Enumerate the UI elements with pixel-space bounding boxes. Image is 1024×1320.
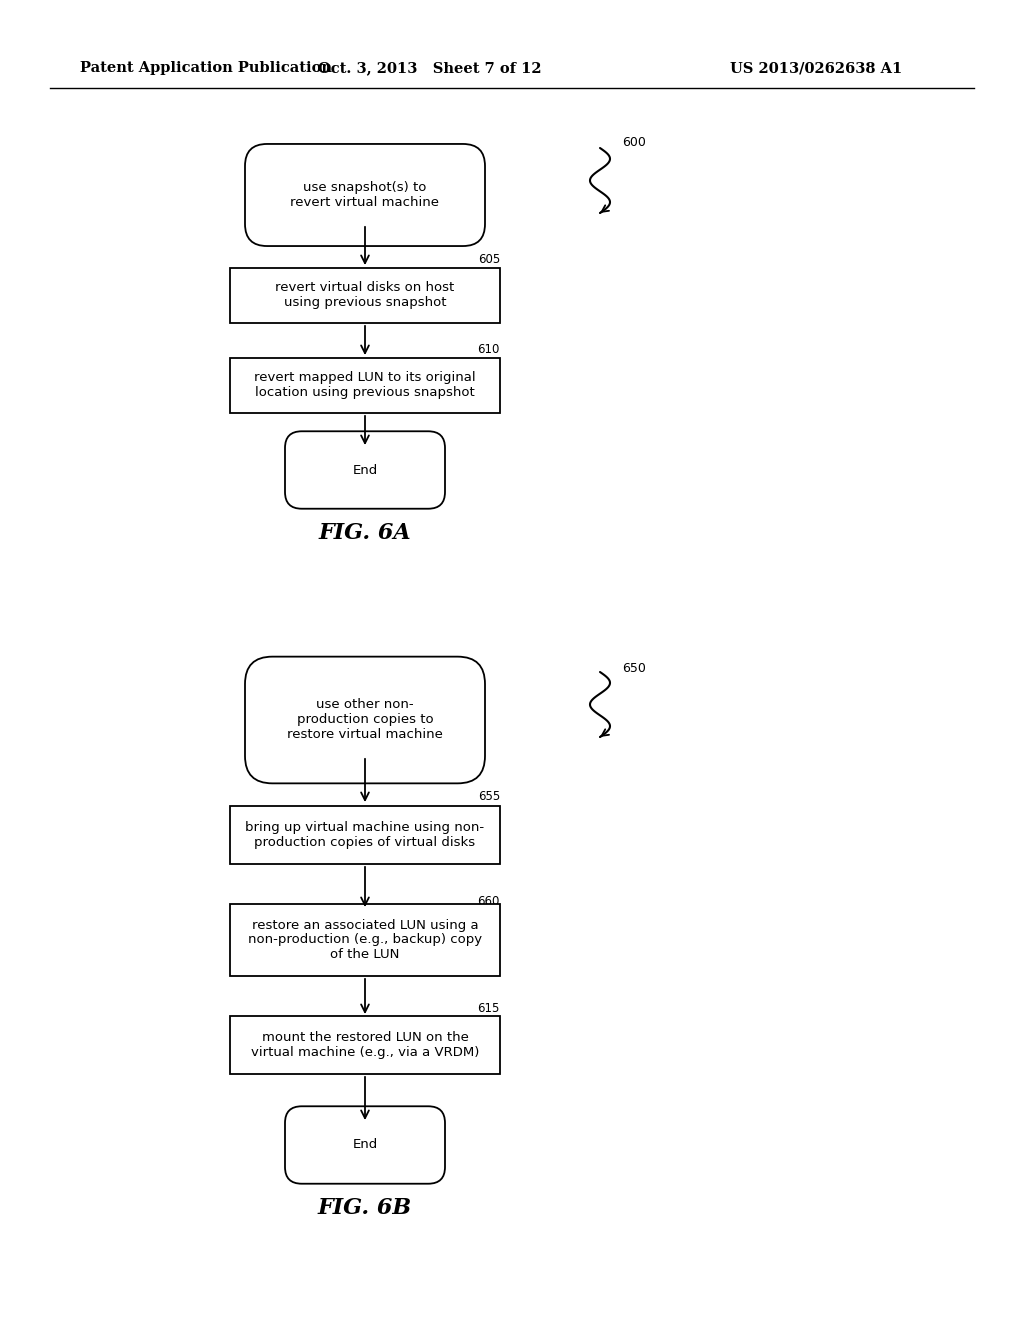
Text: FIG. 6A: FIG. 6A: [318, 521, 412, 544]
Bar: [230, 807, 500, 865]
Text: End: End: [352, 1138, 378, 1151]
Bar: [230, 268, 500, 322]
Text: 605: 605: [478, 253, 500, 267]
Text: use snapshot(s) to
revert virtual machine: use snapshot(s) to revert virtual machin…: [291, 181, 439, 209]
Text: 615: 615: [477, 1002, 500, 1015]
FancyBboxPatch shape: [285, 1106, 445, 1184]
Bar: [230, 904, 500, 975]
FancyBboxPatch shape: [245, 656, 485, 783]
Text: revert mapped LUN to its original
location using previous snapshot: revert mapped LUN to its original locati…: [254, 371, 476, 399]
Text: 655: 655: [478, 789, 500, 803]
Text: FIG. 6B: FIG. 6B: [317, 1197, 412, 1218]
Text: 660: 660: [477, 895, 500, 908]
Text: End: End: [352, 463, 378, 477]
Bar: [230, 1016, 500, 1074]
FancyBboxPatch shape: [285, 432, 445, 508]
Bar: [230, 358, 500, 412]
Text: 610: 610: [477, 343, 500, 356]
FancyBboxPatch shape: [245, 144, 485, 246]
Text: 600: 600: [622, 136, 646, 149]
Text: mount the restored LUN on the
virtual machine (e.g., via a VRDM): mount the restored LUN on the virtual ma…: [251, 1031, 479, 1059]
Text: 650: 650: [622, 661, 646, 675]
Text: Patent Application Publication: Patent Application Publication: [80, 61, 332, 75]
Text: revert virtual disks on host
using previous snapshot: revert virtual disks on host using previ…: [275, 281, 455, 309]
Text: Oct. 3, 2013   Sheet 7 of 12: Oct. 3, 2013 Sheet 7 of 12: [318, 61, 542, 75]
Text: use other non-
production copies to
restore virtual machine: use other non- production copies to rest…: [287, 698, 443, 742]
Text: restore an associated LUN using a
non-production (e.g., backup) copy
of the LUN: restore an associated LUN using a non-pr…: [248, 919, 482, 961]
Text: bring up virtual machine using non-
production copies of virtual disks: bring up virtual machine using non- prod…: [246, 821, 484, 849]
Text: US 2013/0262638 A1: US 2013/0262638 A1: [730, 61, 902, 75]
